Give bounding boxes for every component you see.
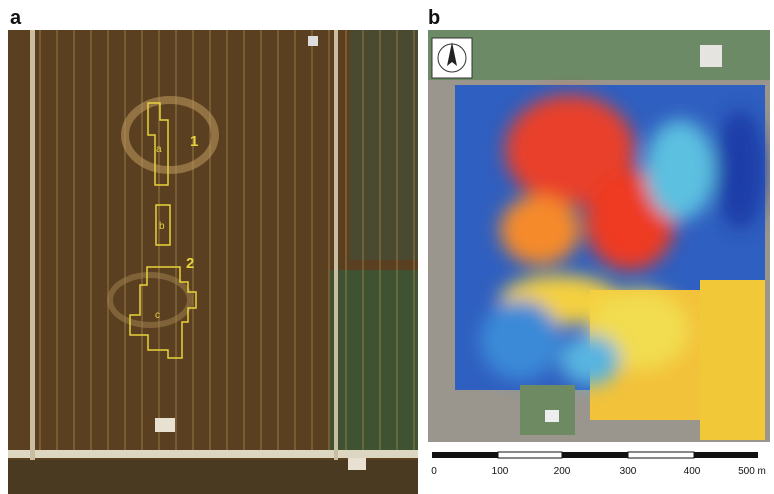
scale-label: 300 (620, 466, 637, 477)
panel-label: a (10, 7, 22, 29)
aerial-photo (8, 30, 418, 494)
site-label: 2 (186, 255, 194, 272)
area-label: b (159, 221, 165, 232)
area-label: c (155, 310, 160, 321)
figure: a 1 2 a b c b (0, 0, 774, 494)
geophysical-map (428, 30, 770, 442)
panel-label: b (428, 7, 440, 29)
scale-label: 400 (684, 466, 701, 477)
north-arrow (432, 38, 472, 78)
scale-label: 0 (431, 466, 437, 477)
scale-label: 500 m (738, 466, 766, 477)
scale-label: 200 (554, 466, 571, 477)
scale-bar (432, 452, 758, 458)
site-label: 1 (190, 133, 198, 150)
area-label: a (156, 144, 162, 155)
scale-label: 100 (492, 466, 509, 477)
